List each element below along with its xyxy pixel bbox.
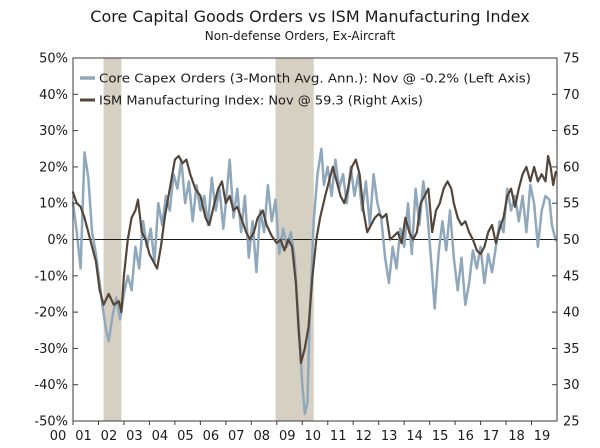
right-tick-label: 30 bbox=[563, 378, 580, 393]
right-tick-label: 75 bbox=[563, 52, 580, 67]
left-tick-label: 50% bbox=[39, 52, 68, 67]
right-tick-label: 70 bbox=[563, 88, 580, 103]
right-tick-label: 40 bbox=[563, 306, 580, 321]
x-tick-label: 03 bbox=[126, 429, 143, 444]
x-tick-label: 05 bbox=[177, 429, 194, 444]
left-tick-label: -10% bbox=[34, 269, 68, 284]
right-axis-ticks: 75 70 65 60 55 50 45 40 35 30 25 bbox=[552, 52, 580, 430]
chart-subtitle: Non-defense Orders, Ex-Aircraft bbox=[205, 29, 396, 43]
x-tick-label: 14 bbox=[406, 429, 423, 444]
right-tick-label: 25 bbox=[563, 415, 580, 430]
x-tick-label: 12 bbox=[355, 429, 372, 444]
x-tick-label: 10 bbox=[304, 429, 321, 444]
series-line-ism bbox=[71, 154, 557, 364]
series-line-core-capex bbox=[71, 147, 557, 415]
left-tick-label: 20% bbox=[39, 160, 68, 175]
right-tick-label: 65 bbox=[563, 124, 580, 139]
x-tick-label: 18 bbox=[508, 429, 525, 444]
left-axis-ticks: 50% 40% 30% 20% 10% 0% -10% -20% -30% -40% -50% bbox=[34, 52, 78, 430]
chart-title: Core Capital Goods Orders vs ISM Manufac… bbox=[90, 7, 529, 26]
x-tick-label: 17 bbox=[483, 429, 500, 444]
right-tick-label: 60 bbox=[563, 160, 580, 175]
left-tick-label: 10% bbox=[39, 197, 68, 212]
left-tick-label: -30% bbox=[34, 342, 68, 357]
left-tick-label: -50% bbox=[34, 415, 68, 430]
right-tick-label: 55 bbox=[563, 197, 580, 212]
legend-label-core-capex: Core Capex Orders (3-Month Avg. Ann.): N… bbox=[99, 71, 531, 86]
left-tick-label: -20% bbox=[34, 306, 68, 321]
right-tick-label: 45 bbox=[563, 269, 580, 284]
legend-label-ism: ISM Manufacturing Index: Nov @ 59.3 (Rig… bbox=[99, 93, 423, 108]
x-tick-label: 06 bbox=[203, 429, 220, 444]
series-lines bbox=[71, 147, 557, 415]
x-tick-label: 04 bbox=[152, 429, 169, 444]
right-tick-label: 35 bbox=[563, 342, 580, 357]
left-tick-label: 40% bbox=[39, 88, 68, 103]
x-tick-label: 13 bbox=[381, 429, 398, 444]
left-tick-label: -40% bbox=[34, 378, 68, 393]
right-tick-label: 50 bbox=[563, 233, 580, 248]
x-tick-label: 00 bbox=[50, 429, 67, 444]
x-tick-label: 07 bbox=[228, 429, 245, 444]
x-tick-label: 01 bbox=[75, 429, 92, 444]
left-tick-label: 0% bbox=[47, 233, 68, 248]
x-tick-label: 19 bbox=[534, 429, 551, 444]
x-tick-label: 08 bbox=[254, 429, 271, 444]
left-tick-label: 30% bbox=[39, 124, 68, 139]
x-tick-label: 09 bbox=[279, 429, 296, 444]
x-axis-ticks: 00 01 02 03 04 05 06 07 08 09 10 11 12 13 14 15 16 17 18 19 bbox=[50, 421, 551, 444]
x-tick-label: 02 bbox=[101, 429, 118, 444]
x-tick-label: 11 bbox=[330, 429, 347, 444]
x-tick-label: 15 bbox=[432, 429, 449, 444]
legend: Core Capex Orders (3-Month Avg. Ann.): N… bbox=[80, 71, 531, 108]
x-tick-label: 16 bbox=[457, 429, 474, 444]
